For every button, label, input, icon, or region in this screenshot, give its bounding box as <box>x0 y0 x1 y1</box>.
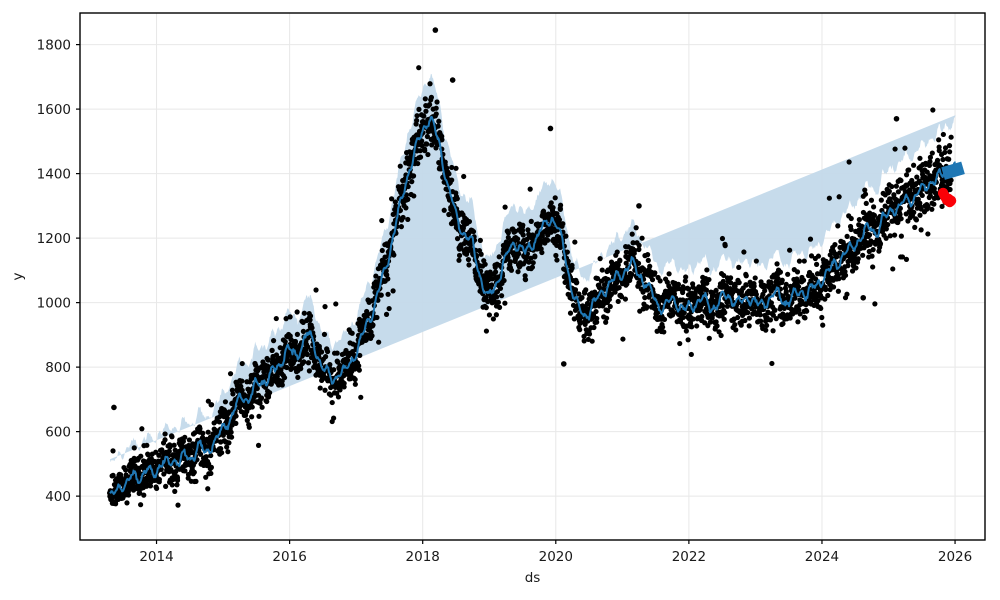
observed-point-notable <box>860 294 867 301</box>
y-tick-label: 1200 <box>37 231 71 247</box>
forecast-line <box>109 115 956 496</box>
observed-point-notable <box>636 203 642 209</box>
x-tick-label: 2014 <box>139 549 173 565</box>
x-tick-label: 2018 <box>406 549 440 565</box>
y-tick-label: 1000 <box>37 296 71 312</box>
y-tick-label: 1400 <box>37 167 71 183</box>
highlight-point <box>945 195 957 206</box>
forecast-future-segment <box>941 161 965 180</box>
axes-spines <box>79 12 986 541</box>
y-tick-label: 800 <box>45 360 71 376</box>
y-tick-label: 400 <box>45 489 71 505</box>
x-axis-title: ds <box>525 570 541 586</box>
y-tick-label: 1800 <box>37 38 71 54</box>
observed-point-notable <box>111 404 117 411</box>
x-tick-label: 2022 <box>672 549 706 565</box>
x-tick-label: 2020 <box>539 549 573 565</box>
observed-point-notable <box>547 125 554 132</box>
x-tick-label: 2016 <box>272 549 306 565</box>
x-tick-label: 2024 <box>805 549 839 565</box>
observed-point-notable <box>560 361 567 367</box>
highlight-scatter <box>937 187 957 208</box>
y-tick-label: 1600 <box>37 102 71 118</box>
x-tick-label: 2026 <box>938 549 972 565</box>
observed-point-notable <box>432 27 439 33</box>
observed-point-notable <box>893 115 900 122</box>
observed-point-notable <box>449 77 456 83</box>
y-tick-label: 600 <box>45 425 71 441</box>
y-axis-title: y <box>10 273 26 281</box>
